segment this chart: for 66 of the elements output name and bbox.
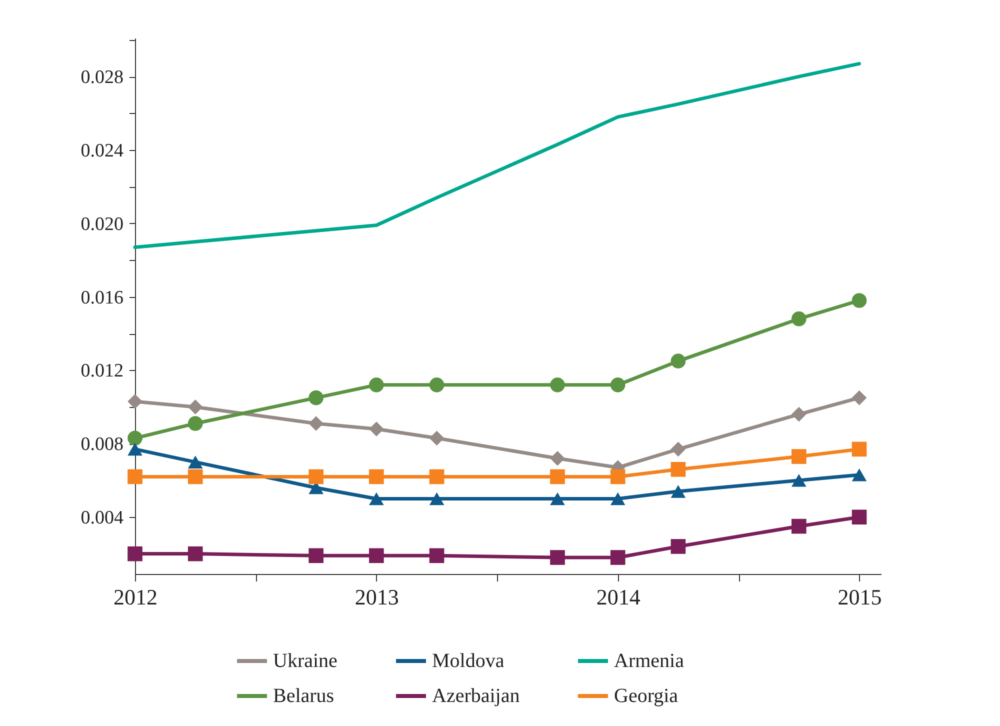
point — [670, 484, 686, 498]
point — [852, 510, 867, 525]
legend-label: Armenia — [614, 650, 684, 672]
y-tick-label: 0.016 — [80, 287, 124, 308]
point — [308, 548, 324, 564]
point — [308, 416, 324, 431]
point — [369, 422, 384, 436]
point — [128, 430, 142, 446]
point — [610, 550, 626, 565]
x-tick-label: 2012 — [114, 584, 158, 610]
point — [792, 449, 806, 464]
point — [610, 469, 626, 484]
point — [369, 378, 384, 392]
x-tick-label: 2015 — [838, 584, 882, 610]
point — [188, 416, 203, 431]
point — [128, 546, 142, 562]
point — [670, 354, 686, 368]
point — [369, 469, 384, 484]
x-tick-label: 2014 — [596, 584, 640, 610]
y-tick-label: 0.028 — [80, 67, 124, 88]
point — [188, 400, 203, 414]
point — [792, 406, 806, 422]
point — [670, 442, 686, 457]
point — [128, 442, 142, 456]
point — [550, 469, 565, 484]
point — [610, 378, 626, 392]
y-tick-label: 0.008 — [80, 434, 124, 456]
point — [610, 492, 626, 506]
point — [550, 378, 565, 392]
point — [852, 390, 867, 406]
y-tick-label: 0.004 — [80, 508, 124, 529]
line-series — [133, 62, 862, 250]
point — [792, 474, 806, 487]
point — [128, 394, 142, 409]
point — [188, 456, 203, 468]
legend-label: Ukraine — [273, 650, 338, 672]
point — [429, 430, 444, 446]
point — [852, 468, 867, 482]
point — [308, 390, 324, 406]
legend-label: Azerbaijan — [432, 685, 520, 707]
point — [429, 378, 444, 392]
legend-label: Moldova — [432, 650, 504, 672]
point — [670, 462, 686, 477]
point — [852, 442, 867, 457]
point — [429, 548, 444, 564]
y-tick-label: 0.012 — [80, 360, 124, 382]
point — [792, 311, 806, 326]
point — [369, 492, 384, 506]
point — [188, 546, 203, 562]
point — [429, 469, 444, 484]
point — [369, 548, 384, 564]
y-tick-label: 0.020 — [80, 214, 124, 235]
point — [188, 469, 203, 484]
point — [852, 293, 867, 308]
point — [308, 469, 324, 484]
point — [792, 518, 806, 534]
point — [550, 492, 565, 506]
y-tick-label: 0.024 — [80, 140, 124, 162]
point — [670, 539, 686, 554]
point — [429, 492, 444, 506]
point — [128, 469, 142, 484]
point — [550, 550, 565, 565]
x-tick-label: 2013 — [354, 584, 399, 610]
point — [550, 450, 565, 466]
legend-label: Belarus — [273, 685, 334, 707]
legend-label: Georgia — [614, 685, 678, 707]
